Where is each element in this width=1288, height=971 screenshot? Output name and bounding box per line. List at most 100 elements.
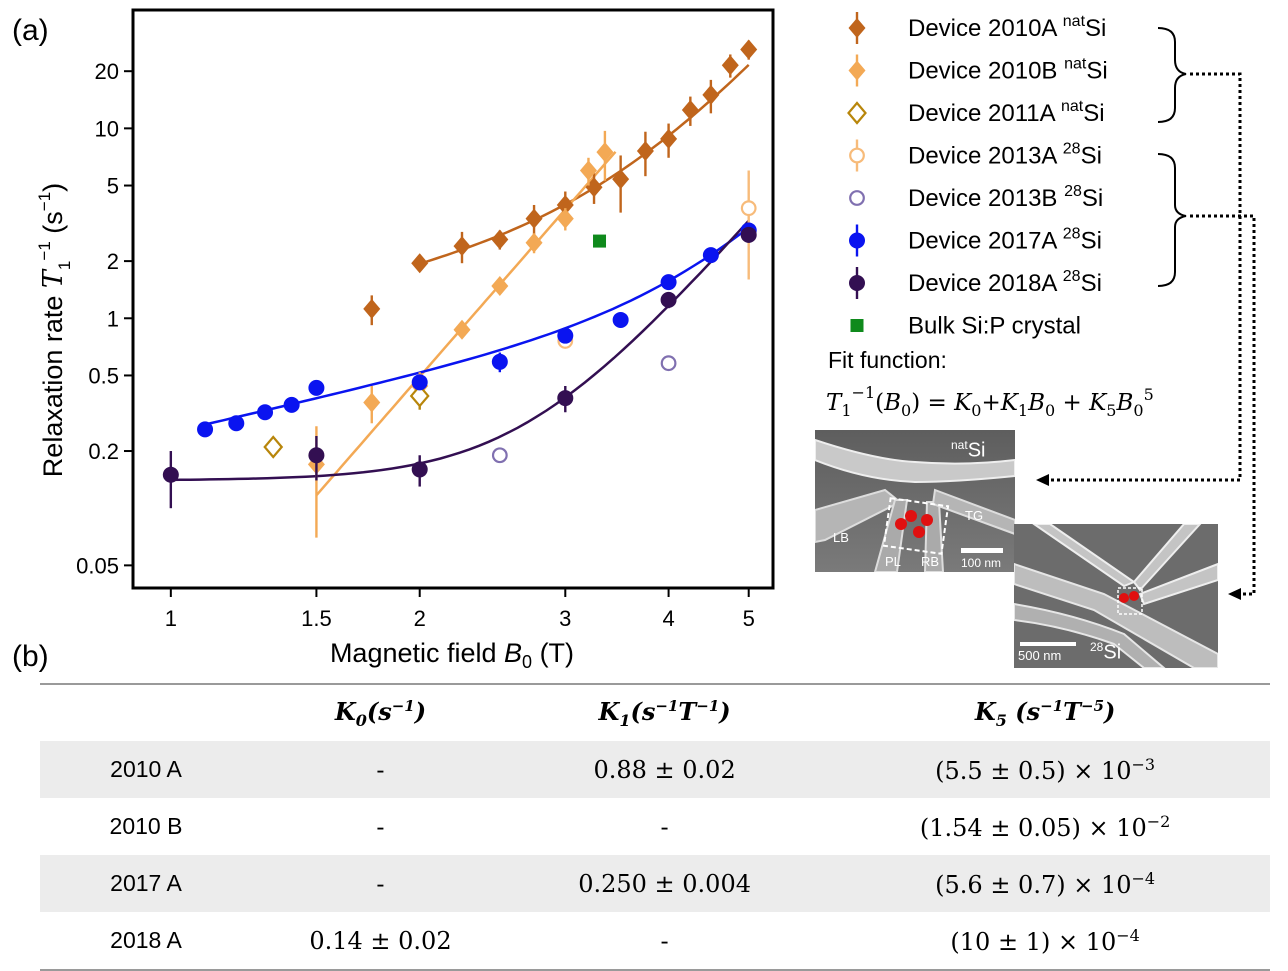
cell-k0: - bbox=[252, 855, 509, 912]
table-header-k5: K5 (s−1T−5) bbox=[974, 696, 1116, 730]
cell-k5: (1.54 ± 0.05) × 10−2 bbox=[919, 811, 1171, 842]
cell-k0: 0.14 ± 0.02 bbox=[309, 926, 452, 955]
data-point bbox=[363, 392, 381, 413]
x-tick-label: 5 bbox=[743, 606, 755, 631]
data-point bbox=[453, 319, 471, 340]
legend-marker bbox=[847, 101, 867, 125]
data-point bbox=[702, 84, 720, 105]
data-point bbox=[557, 390, 574, 407]
y-axis-title: Relaxation rate T1−1 (s−1) bbox=[35, 183, 74, 477]
legend-marker bbox=[849, 232, 865, 249]
data-point bbox=[197, 421, 214, 438]
data-point bbox=[409, 384, 430, 408]
table-header-device bbox=[40, 684, 252, 741]
fit-line bbox=[170, 219, 750, 482]
data-point bbox=[228, 415, 245, 432]
table-header-k1: K1(s−1T−1) bbox=[598, 696, 731, 730]
y-tick-label: 20 bbox=[95, 59, 119, 84]
table-row: 2010 A - 0.88 ± 0.02 (5.5 ± 0.5) × 10−3 bbox=[40, 741, 1270, 798]
x-tick-label: 2 bbox=[414, 606, 426, 631]
legend-marker bbox=[849, 190, 865, 206]
sem-natsi-material: natSi bbox=[951, 438, 986, 462]
fit-line bbox=[204, 226, 750, 426]
legend-label: Device 2011A natSi bbox=[908, 98, 1105, 127]
data-point bbox=[411, 461, 428, 478]
plot-frame bbox=[131, 8, 775, 590]
x-tick-label: 4 bbox=[662, 606, 674, 631]
cell-device: 2010 A bbox=[40, 741, 252, 798]
data-point bbox=[556, 208, 574, 229]
cell-k5: (10 ± 1) × 10−4 bbox=[950, 925, 1140, 956]
cell-k5: (5.5 ± 0.5) × 10−3 bbox=[820, 741, 1270, 798]
fit-function: T1−1(B0) = K0+K1B0 + K5B05 bbox=[826, 383, 1154, 420]
data-point bbox=[740, 39, 758, 60]
data-point bbox=[660, 274, 677, 291]
data-point bbox=[411, 253, 429, 274]
cell-device: 2010 B bbox=[109, 813, 183, 839]
data-point bbox=[557, 327, 574, 344]
sem-natsi-drawing bbox=[815, 430, 1015, 572]
data-point bbox=[612, 311, 629, 328]
data-point bbox=[491, 229, 509, 250]
sem-label-lb: LB bbox=[833, 530, 849, 545]
legend-label: Device 2010A natSi bbox=[908, 13, 1106, 42]
arrowhead-28 bbox=[1228, 588, 1241, 600]
data-point bbox=[556, 194, 574, 215]
y-tick-label: 0.05 bbox=[76, 553, 119, 578]
cell-k0: - bbox=[376, 812, 385, 841]
data-point bbox=[308, 447, 325, 464]
relaxation-rate-chart: 1 1.5 2 3 4 5 0.05 0.2 0.5 1 2 5 10 20 Magnetic field… bbox=[35, 8, 1256, 672]
data-point bbox=[491, 353, 508, 370]
data-point bbox=[636, 140, 654, 161]
cell-k1: - bbox=[660, 812, 669, 841]
sem-label-pl: PL bbox=[885, 554, 901, 569]
y-tick-label: 10 bbox=[95, 116, 119, 141]
cell-k1: 0.250 ± 0.004 bbox=[508, 855, 821, 912]
sem-natsi-scale-bar: 100 nm bbox=[961, 556, 1002, 570]
data-point bbox=[721, 55, 739, 76]
connector-arrows bbox=[1048, 72, 1256, 596]
sem-28si-material: 28Si bbox=[1090, 640, 1122, 664]
data-point bbox=[740, 226, 757, 243]
data-point bbox=[162, 466, 179, 483]
sem-label-rb: RB bbox=[921, 554, 940, 569]
sem-28si-scale-bar: 500 nm bbox=[1018, 648, 1062, 663]
table-row: 2018 A 0.14 ± 0.02 - (10 ± 1) × 10−4 bbox=[40, 912, 1270, 970]
data-point bbox=[491, 275, 509, 296]
data-point bbox=[585, 177, 603, 198]
x-axis-title: Magnetic field B0 (T) bbox=[330, 638, 574, 672]
table-row: 2010 B - - (1.54 ± 0.05) × 10−2 bbox=[40, 798, 1270, 855]
data-point bbox=[579, 160, 597, 181]
y-tick-label: 2 bbox=[107, 249, 119, 274]
data-point bbox=[491, 447, 508, 464]
data-point bbox=[363, 298, 381, 319]
sem-image-natsi: natSi LB PL RB TG 100 nm bbox=[815, 430, 1015, 572]
legend-label: Device 2013B 28Si bbox=[908, 183, 1103, 212]
table-header-row: K0(s−1) K1(s−1T−1) K5 (s−1T−5) bbox=[40, 684, 1270, 741]
fit-function-label: Fit function: bbox=[828, 347, 947, 373]
data-point bbox=[660, 128, 678, 149]
legend-label: Device 2010B natSi bbox=[908, 56, 1108, 85]
data-point bbox=[593, 234, 607, 248]
table-header-k0: K0(s−1) bbox=[334, 696, 427, 730]
x-tick-label: 1 bbox=[165, 606, 177, 631]
data-point bbox=[411, 374, 428, 391]
legend-marker bbox=[848, 60, 866, 81]
data-point bbox=[453, 236, 471, 257]
cell-k0: - bbox=[252, 741, 509, 798]
legend-label: Device 2013A 28Si bbox=[908, 141, 1102, 170]
legend-label: Device 2018A 28Si bbox=[908, 268, 1102, 297]
y-tick-label: 1 bbox=[107, 306, 119, 331]
legend-marker bbox=[848, 18, 866, 38]
data-point bbox=[308, 379, 325, 396]
data-point bbox=[283, 396, 300, 413]
legend-label: Device 2017A 28Si bbox=[908, 226, 1102, 255]
x-tick-label: 3 bbox=[559, 606, 571, 631]
cell-k1: 0.88 ± 0.02 bbox=[508, 741, 821, 798]
data-point bbox=[702, 247, 719, 264]
x-tick-label: 1.5 bbox=[301, 606, 332, 631]
legend-label: Bulk Si:P crystal bbox=[908, 313, 1081, 340]
panel-a-label: (a) bbox=[12, 14, 49, 47]
data-point bbox=[257, 404, 274, 421]
cell-device: 2017 A bbox=[40, 855, 252, 912]
